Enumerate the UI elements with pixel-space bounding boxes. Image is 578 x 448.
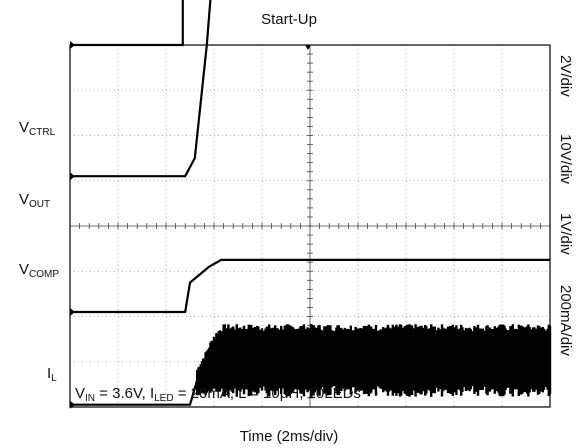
ground-marker-vcomp — [70, 307, 75, 316]
trace-label-vout: VOUT — [19, 191, 51, 210]
scale-label-il: 200mA/div — [557, 285, 574, 356]
scale-label-vcomp: 1V/div — [557, 213, 574, 255]
trace-il-ripple — [196, 324, 552, 397]
trace-label-il: IL — [47, 365, 57, 384]
trigger-marker-top — [305, 45, 311, 50]
scale-label-vctrl: 2V/div — [557, 55, 574, 97]
chart-title: Start-Up — [261, 11, 317, 28]
ground-marker-vout — [70, 172, 75, 181]
test-conditions-annotation: VIN = 3.6V, ILED = 20mA, L = 10μH, 10LED… — [75, 385, 361, 404]
scale-label-vout: 10V/div — [557, 134, 574, 185]
trace-label-vctrl: VCTRL — [19, 119, 56, 138]
trace-vcomp — [70, 258, 550, 314]
x-axis-label: Time (2ms/div) — [239, 428, 339, 445]
trace-label-vcomp: VCOMP — [19, 261, 60, 280]
